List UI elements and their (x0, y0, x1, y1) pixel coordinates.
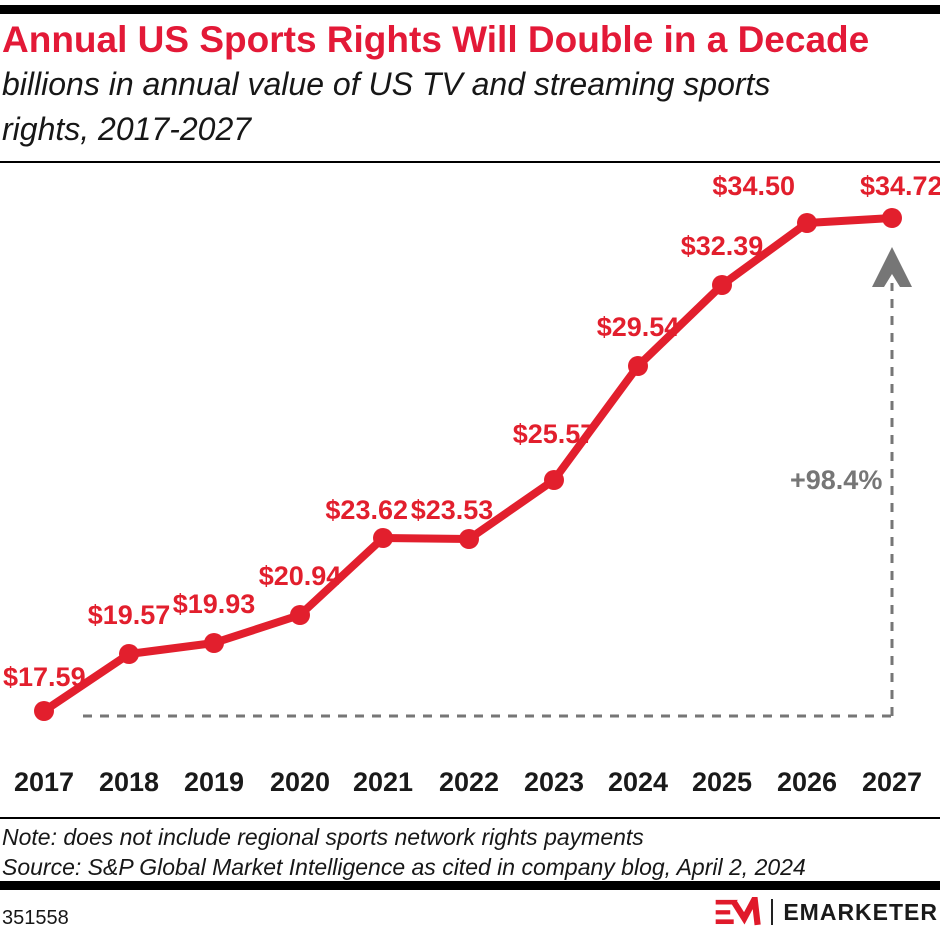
svg-text:$32.39: $32.39 (681, 231, 764, 261)
svg-text:$20.94: $20.94 (259, 561, 342, 591)
svg-text:2020: 2020 (270, 767, 330, 797)
svg-text:2018: 2018 (99, 767, 159, 797)
svg-text:$34.50: $34.50 (712, 171, 795, 201)
svg-text:$34.72: $34.72 (860, 171, 940, 201)
svg-text:2025: 2025 (692, 767, 752, 797)
svg-text:$25.57: $25.57 (513, 419, 596, 449)
svg-text:$19.57: $19.57 (88, 600, 171, 630)
svg-text:$17.59: $17.59 (3, 662, 86, 692)
svg-text:2023: 2023 (524, 767, 584, 797)
svg-text:2027: 2027 (862, 767, 922, 797)
svg-text:2019: 2019 (184, 767, 244, 797)
svg-text:$23.53: $23.53 (411, 495, 494, 525)
svg-text:+98.4%: +98.4% (790, 465, 882, 495)
svg-text:$19.93: $19.93 (173, 589, 256, 619)
svg-text:2026: 2026 (777, 767, 837, 797)
svg-text:2022: 2022 (439, 767, 499, 797)
svg-text:2024: 2024 (608, 767, 668, 797)
svg-text:$29.54: $29.54 (597, 312, 680, 342)
svg-text:2017: 2017 (14, 767, 74, 797)
svg-text:$23.62: $23.62 (325, 495, 408, 525)
svg-text:2021: 2021 (353, 767, 413, 797)
